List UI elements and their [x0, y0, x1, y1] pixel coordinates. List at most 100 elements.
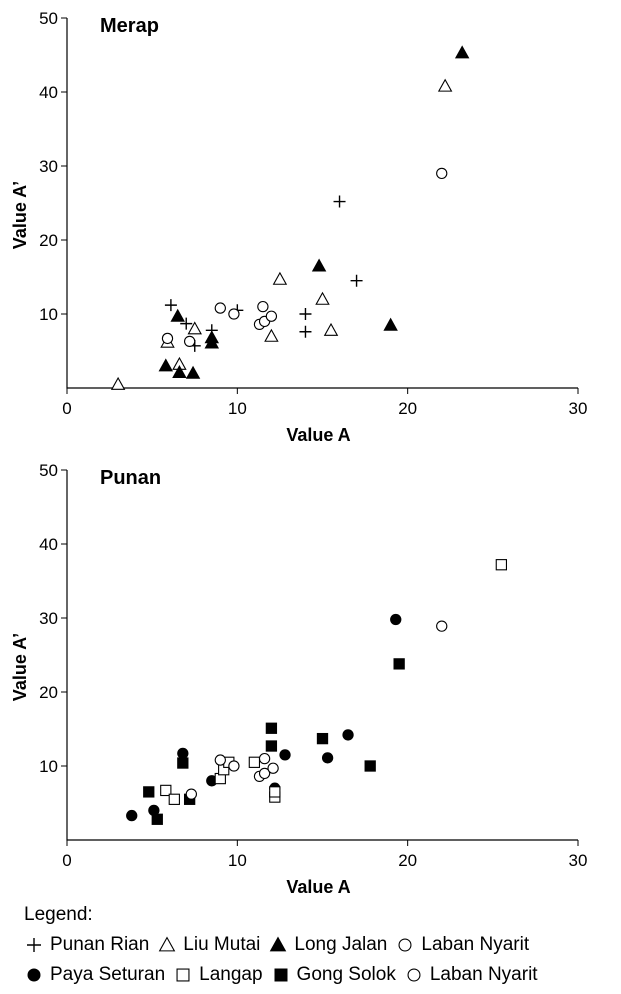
- punan-data-point: [279, 749, 291, 761]
- legend-item: Paya Seturan: [24, 960, 165, 990]
- merap-panel-title: Merap: [100, 15, 159, 37]
- merap-data-point: [272, 271, 288, 285]
- merap-data-point: [161, 332, 174, 345]
- legend-marker: [407, 968, 421, 982]
- merap-data-point: [323, 322, 339, 336]
- legend-label: Paya Seturan: [50, 964, 166, 985]
- legend-item: Langap: [173, 960, 263, 990]
- punan-data-point: [265, 722, 278, 734]
- legend-label: Laban Nyarit: [429, 964, 538, 985]
- merap-data-point: [204, 335, 220, 349]
- merap-data-point: [315, 291, 330, 305]
- merap-series: [158, 45, 470, 379]
- punan-data-point: [143, 786, 155, 798]
- punan-axes: [66, 470, 578, 841]
- legend-title: Legend:: [24, 904, 93, 925]
- merap-data-point: [187, 321, 202, 335]
- triangle-filled-marker-icon: [270, 936, 287, 952]
- punan-data-point: [151, 813, 163, 825]
- legend-marker: [27, 938, 41, 952]
- punan-y-tick-label: 20: [39, 683, 58, 702]
- punan-data-point: [393, 658, 405, 670]
- merap-y-tick-label: 20: [39, 231, 58, 250]
- merap-x-tick-label: 30: [569, 399, 588, 418]
- legend-label: Punan Rian: [50, 934, 150, 955]
- legend-label: Long Jalan: [294, 934, 388, 955]
- merap-data-point: [158, 358, 174, 372]
- legend-marker: [398, 938, 412, 952]
- merap-x-axis-title: Value A: [286, 425, 350, 445]
- punan-x-tick-label: 20: [398, 851, 417, 870]
- legend-item: Laban Nyarit: [395, 930, 529, 960]
- punan-scatter-chart: 0 10 20 30 10 20 30 40 50 Value A Value A’ Punan: [10, 461, 587, 897]
- punan-data-point: [214, 754, 226, 766]
- legend-item: Laban Nyarit: [404, 960, 538, 990]
- punan-data-point: [269, 786, 281, 798]
- punan-series: [185, 620, 448, 800]
- legend: Legend: Punan Rian Liu Mutai Long Jalan Lab…: [24, 900, 614, 990]
- merap-data-point: [214, 302, 226, 314]
- punan-data-point: [267, 762, 279, 774]
- merap-x-tick-label: 20: [398, 399, 417, 418]
- legend-item: Liu Mutai: [157, 930, 260, 960]
- square-open-marker-icon: [176, 968, 190, 982]
- merap-y-tick-label: 40: [39, 83, 58, 102]
- punan-data-point: [258, 752, 271, 765]
- punan-data-point: [321, 752, 334, 764]
- merap-y-tick-label: 30: [39, 157, 58, 176]
- merap-x-tick-label: 0: [62, 399, 71, 418]
- punan-data-point: [265, 740, 278, 752]
- punan-data-point: [168, 793, 180, 805]
- legend-row: Paya Seturan Langap Gong Solok Laban Nyarit: [24, 960, 614, 990]
- merap-data-point: [183, 335, 196, 348]
- punan-series: [126, 613, 402, 822]
- merap-data-point: [185, 365, 201, 379]
- punan-y-tick-label: 40: [39, 535, 58, 554]
- legend-item: Punan Rian: [24, 930, 149, 960]
- circle-open-marker-icon: [407, 968, 421, 982]
- merap-scatter-chart: 0 10 20 30 10 20 30 40 50 Value A Value A’ Merap: [10, 9, 588, 445]
- legend-label: Liu Mutai: [183, 934, 261, 955]
- punan-y-tick-label: 50: [39, 461, 58, 480]
- legend-label: Laban Nyarit: [421, 934, 530, 955]
- punan-data-point: [160, 784, 172, 797]
- punan-data-point: [316, 732, 329, 745]
- circle-filled-marker-icon: [27, 968, 41, 982]
- punan-data-point: [364, 760, 376, 772]
- punan-series: [160, 559, 507, 805]
- punan-data-point: [436, 620, 448, 632]
- legend-item: Long Jalan: [268, 930, 387, 960]
- merap-data-point: [228, 308, 240, 320]
- punan-data-point: [258, 767, 271, 780]
- merap-x-tick-label: 10: [228, 399, 247, 418]
- legend-marker: [274, 968, 288, 982]
- merap-data-point: [164, 299, 177, 312]
- square-filled-marker-icon: [274, 968, 288, 982]
- punan-data-point: [177, 757, 189, 769]
- punan-data-point: [177, 747, 189, 760]
- punan-y-tick-label: 30: [39, 609, 58, 628]
- merap-data-point: [265, 310, 278, 322]
- punan-data-point: [248, 756, 261, 768]
- punan-panel-title: Punan: [100, 467, 161, 489]
- legend-item: Gong Solok: [271, 960, 396, 990]
- merap-data-point: [170, 308, 185, 322]
- punan-x-tick-label: 0: [62, 851, 71, 870]
- merap-y-tick-label: 10: [39, 305, 58, 324]
- merap-data-point: [180, 317, 193, 330]
- merap-data-point: [454, 45, 470, 59]
- legend-label: Langap: [199, 964, 263, 985]
- punan-data-point: [342, 729, 354, 741]
- merap-axes: [66, 18, 578, 389]
- merap-y-axis-title: Value A’: [10, 181, 30, 249]
- legend-marker: [159, 936, 176, 952]
- triangle-open-marker-icon: [159, 936, 176, 952]
- merap-data-point: [110, 376, 126, 390]
- legend-marker: [27, 968, 41, 982]
- merap-data-point: [333, 195, 346, 208]
- punan-y-axis-title: Value A’: [10, 633, 30, 701]
- circle-open-marker-icon: [398, 938, 412, 952]
- legend-label: Gong Solok: [296, 964, 396, 985]
- merap-series: [161, 167, 448, 348]
- merap-data-point: [437, 78, 453, 92]
